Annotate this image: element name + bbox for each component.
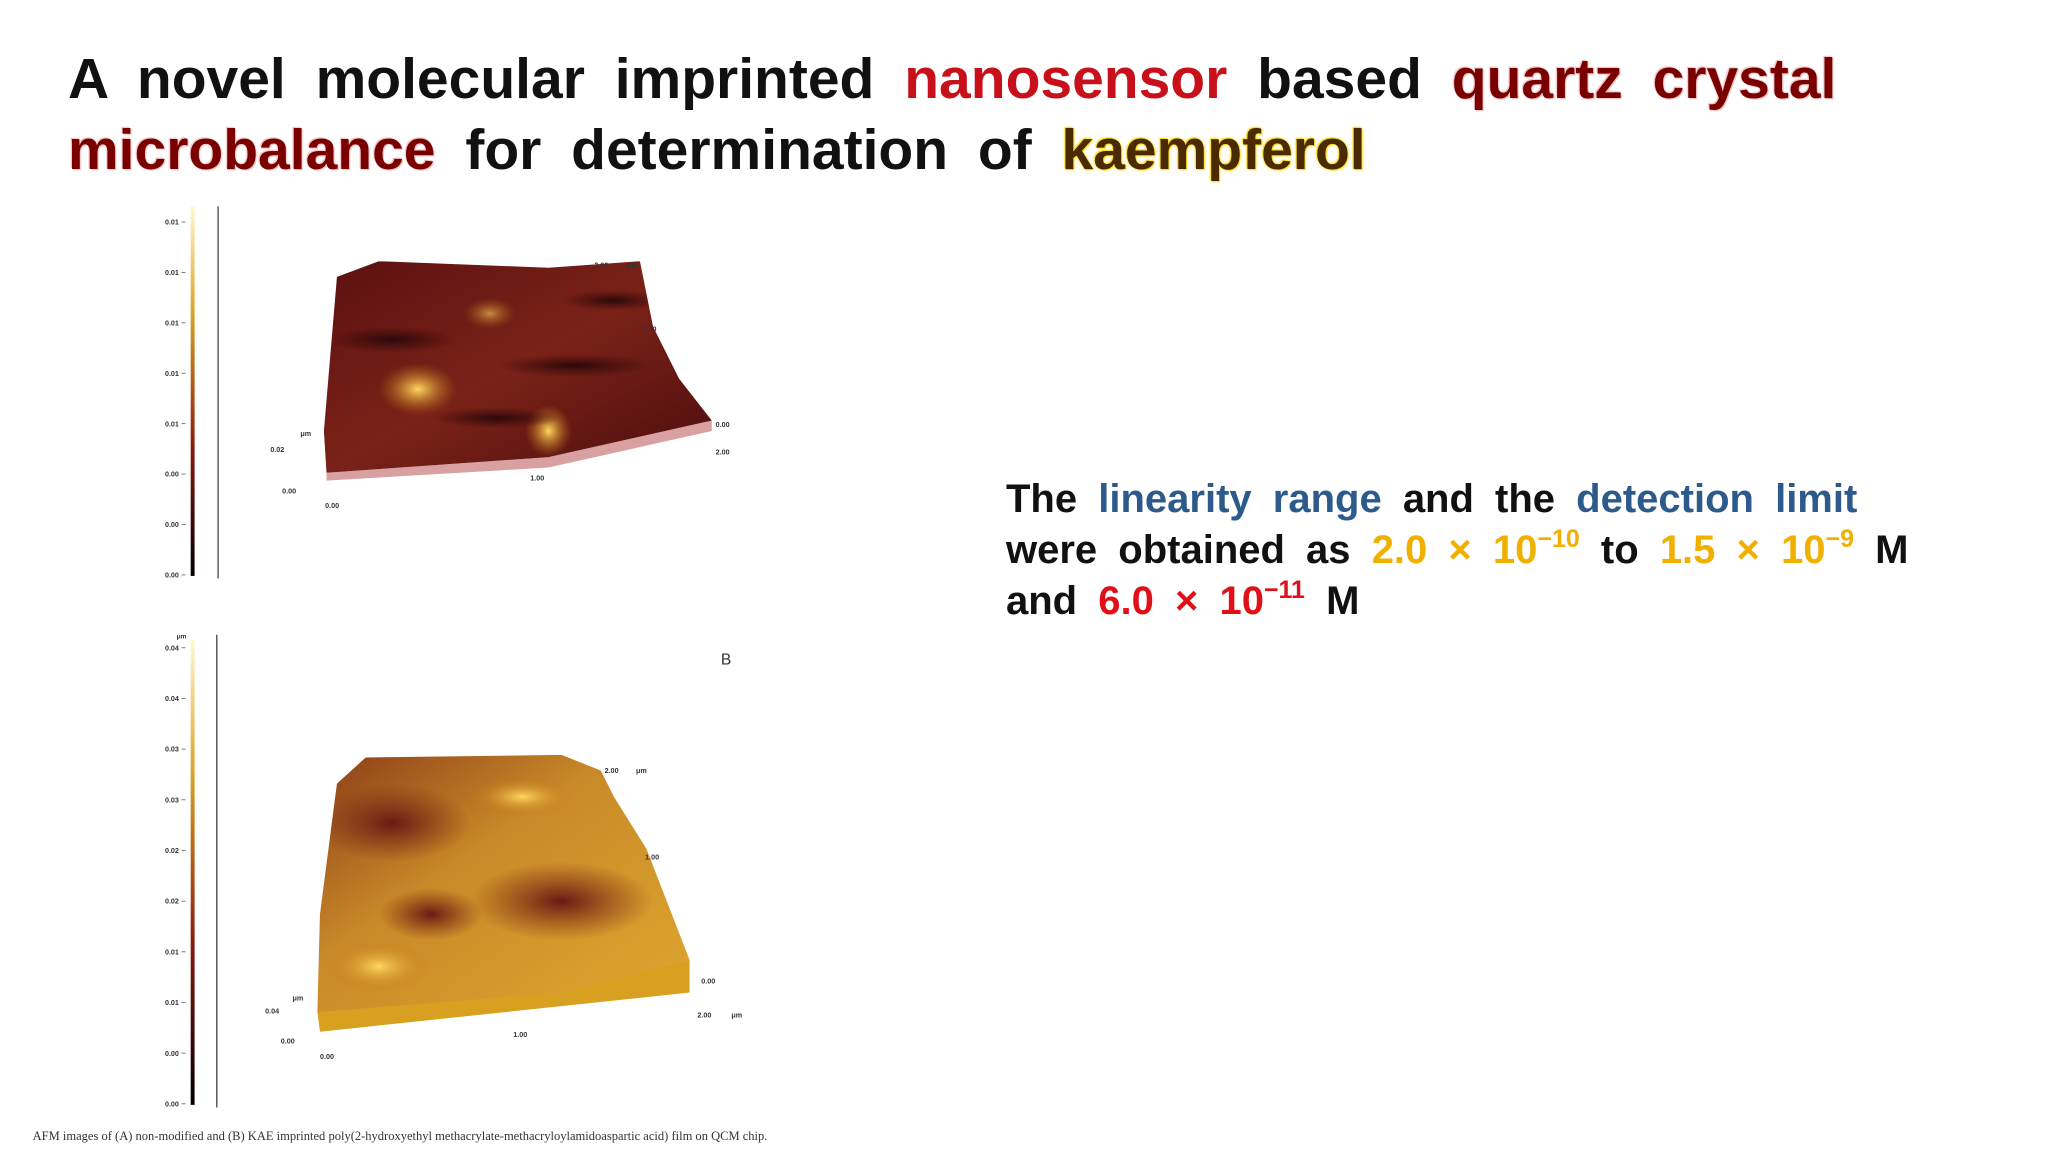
figure-caption: AFM images of (A) non-modified and (B) K… (33, 1129, 768, 1143)
axis-label: 2.00 (697, 1011, 711, 1019)
colorbar-tick-label: 0.01 (165, 370, 179, 378)
colorbar-tick-label: 0.01 (165, 219, 179, 227)
axis-label: μm (627, 262, 638, 270)
colorbar (190, 639, 195, 1105)
colorbar-tick-label: 0.02 (165, 847, 179, 855)
title-highlight: kaempferol (1061, 118, 1366, 182)
text: and (1006, 579, 1078, 623)
axis-label: 2.00 (605, 767, 619, 775)
axis-label: 2.00 (594, 262, 608, 270)
colorbar-tick-label: 0.03 (165, 796, 179, 804)
value: 2.0 × 10 (1371, 528, 1538, 572)
axis-label: 0.00 (716, 421, 730, 429)
colorbar-tick-label: 0.02 (165, 898, 179, 906)
axis-label: 0.00 (281, 1037, 295, 1045)
colorbar-tick-label: 0.00 (165, 471, 179, 479)
axis-label: 0.04 (265, 1007, 279, 1015)
colorbar (190, 206, 195, 576)
highlight: linearity range (1098, 477, 1382, 521)
colorbar-tick-label: 0.04 (165, 644, 179, 652)
axis-label: 0.00 (701, 977, 715, 985)
title-highlight: microbalance (68, 118, 436, 182)
axis-label: 0.00 (282, 488, 296, 496)
surface-side (326, 420, 712, 481)
axis-label: 0.00 (320, 1053, 334, 1061)
highlight: detection limit (1576, 477, 1858, 521)
axis-label: μm (636, 767, 647, 775)
exponent: −9 (1825, 525, 1855, 553)
unit: M (1326, 579, 1360, 623)
body-text: The linearity range and the detection li… (1006, 474, 1908, 627)
slide-title: A novel molecular imprinted nanosensor b… (68, 44, 1836, 186)
colorbar-tick-label: 0.01 (165, 999, 179, 1007)
axis-label: μm (300, 430, 311, 438)
afm-surface-a (323, 261, 712, 473)
colorbar-tick-label: 0.04 (165, 695, 179, 703)
axis-label: 2.00 (716, 448, 730, 456)
axis-label: 0.00 (325, 502, 339, 510)
text: were obtained as (1006, 528, 1351, 572)
text: and the (1402, 477, 1556, 521)
exponent: −10 (1537, 525, 1580, 553)
colorbar-tick-label: 0.00 (165, 572, 179, 580)
axis-label: μm (293, 994, 304, 1002)
colorbar-tick-label: 0.01 (165, 948, 179, 956)
colorbar-tick-label: 0.01 (165, 420, 179, 428)
colorbar-tick-label: 0.01 (165, 269, 179, 277)
colorbar-tick-label: 0.03 (165, 746, 179, 754)
title-text: A novel molecular imprinted (68, 47, 875, 111)
title-text: for determination of (465, 118, 1032, 182)
axis-label: μm (731, 1011, 742, 1019)
axis-label: 1.00 (513, 1031, 527, 1039)
colorbar-tick-label: 0.01 (165, 319, 179, 327)
colorbar-tick-label: 0.00 (165, 521, 179, 529)
axis-label: 0.02 (270, 446, 284, 454)
axis-label: 1.00 (643, 326, 657, 334)
panel-label: B (721, 652, 731, 669)
exponent: −11 (1263, 576, 1305, 604)
colorbar-tick-label: 0.00 (165, 1050, 179, 1058)
value: 6.0 × 10 (1098, 579, 1264, 623)
colorbar-unit: μm (177, 634, 187, 641)
title-text: based (1257, 47, 1422, 111)
title-highlight: quartz crystal (1451, 47, 1837, 111)
axis-label: 1.00 (530, 475, 544, 483)
text: to (1600, 528, 1639, 572)
title-highlight: nanosensor (904, 47, 1228, 111)
value: 1.5 × 10 (1659, 528, 1826, 572)
unit: M (1875, 528, 1909, 572)
axis-label: 1.00 (645, 853, 659, 861)
text: The (1006, 477, 1078, 521)
colorbar-tick-label: 0.00 (165, 1100, 179, 1108)
